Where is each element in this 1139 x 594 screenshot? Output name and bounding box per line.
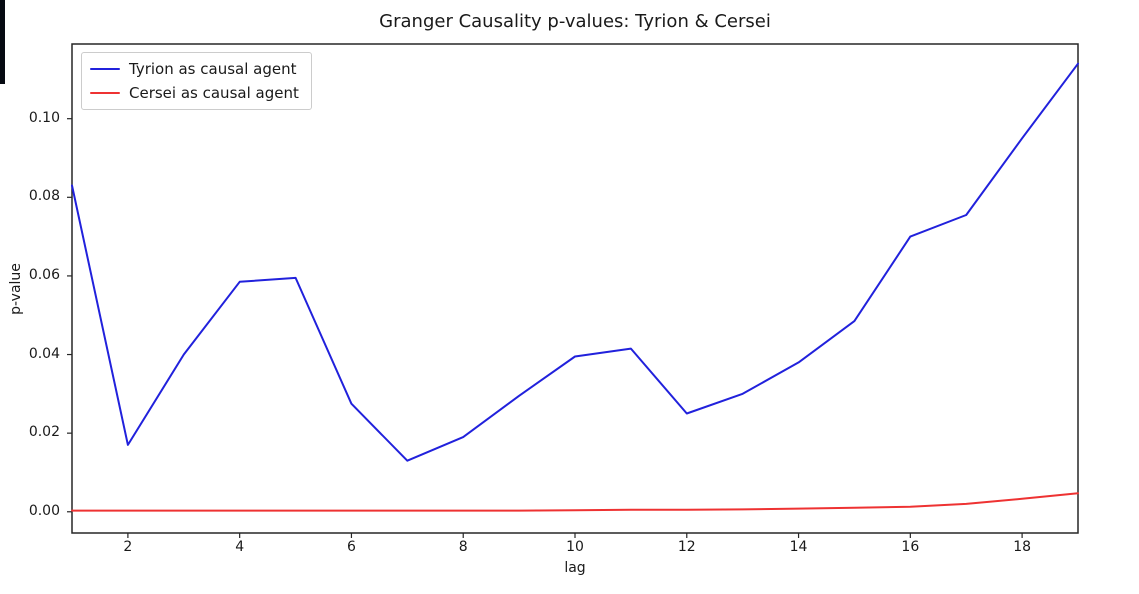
cersei-line-swatch (90, 91, 120, 95)
x-tick-label: 8 (458, 539, 468, 555)
x-tick-label: 4 (235, 539, 245, 555)
x-tick-label: 6 (346, 539, 356, 555)
y-tick-label: 0.06 (28, 266, 60, 283)
x-tick-label: 16 (901, 539, 920, 555)
axes-spines (71, 43, 1079, 534)
x-tick-label: 14 (789, 539, 808, 555)
x-tick-label: 18 (1013, 539, 1032, 555)
legend: Tyrion as causal agent Cersei as causal … (81, 52, 312, 110)
y-tick-label: 0.04 (28, 345, 60, 362)
y-tick-label: 0.00 (28, 502, 60, 519)
y-tick-label: 0.10 (28, 109, 60, 126)
x-tick-label: 10 (566, 539, 584, 555)
series-line-tyrion (71, 62, 1079, 462)
tyrion-line-swatch (90, 67, 120, 71)
y-tick-label: 0.02 (28, 424, 60, 441)
y-tick-label: 0.08 (28, 188, 60, 205)
screen-edge-artifact (0, 0, 5, 84)
chart-title: Granger Causality p-values: Tyrion & Cer… (379, 11, 771, 32)
x-tick-label: 12 (677, 539, 696, 555)
series-line-cersei (71, 492, 1079, 512)
legend-label: Cersei as causal agent (129, 84, 299, 102)
legend-item-tyrion: Tyrion as causal agent (90, 60, 299, 78)
legend-label: Tyrion as causal agent (129, 60, 297, 78)
legend-item-cersei: Cersei as causal agent (90, 84, 299, 102)
x-axis-label: lag (564, 560, 586, 576)
x-tick-label: 2 (123, 539, 133, 555)
